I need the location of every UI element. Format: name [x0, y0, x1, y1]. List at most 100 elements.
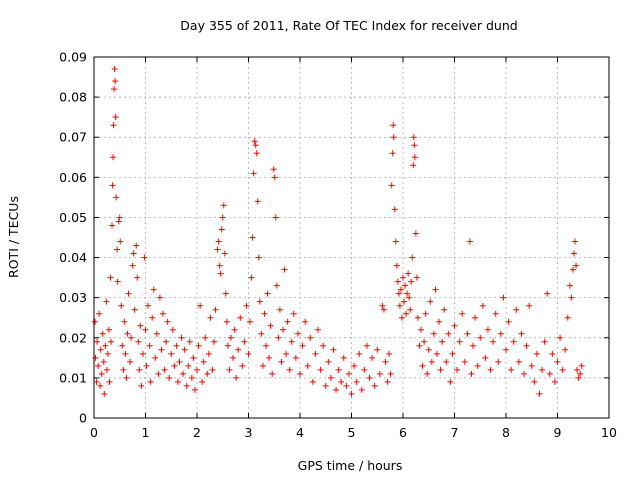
data-point [241, 338, 248, 345]
data-point [578, 362, 585, 369]
y-axis-label: ROTI / TECUs [6, 196, 21, 278]
data-point [574, 366, 581, 373]
data-point [421, 338, 428, 345]
data-point [168, 350, 175, 357]
x-tick-label: 1 [142, 425, 150, 440]
data-point [107, 274, 114, 281]
data-point [575, 374, 582, 381]
data-point [146, 342, 153, 349]
data-point [113, 194, 120, 201]
data-point [122, 350, 129, 357]
y-tick-label: 0.07 [59, 130, 87, 145]
data-point [343, 382, 350, 389]
data-point [252, 142, 259, 149]
data-point [554, 358, 561, 365]
data-point [335, 366, 342, 373]
data-point [407, 306, 414, 313]
data-point [330, 346, 337, 353]
data-point [573, 262, 580, 269]
data-point [325, 358, 332, 365]
data-point [171, 362, 178, 369]
data-point [235, 346, 242, 353]
data-point [99, 330, 106, 337]
data-point [395, 290, 402, 297]
x-axis-label: GPS time / hours [298, 458, 403, 473]
data-point [439, 338, 446, 345]
data-point [180, 370, 187, 377]
data-point [217, 270, 224, 277]
data-point [396, 302, 403, 309]
data-point [104, 350, 111, 357]
y-tick-label: 0.04 [59, 250, 87, 265]
data-point [227, 334, 234, 341]
data-point [304, 362, 311, 369]
data-point [269, 370, 276, 377]
data-point [248, 274, 255, 281]
data-point [114, 246, 121, 253]
data-point [315, 326, 322, 333]
data-point [410, 162, 417, 169]
data-point [237, 314, 244, 321]
data-point [288, 338, 295, 345]
data-point [109, 182, 116, 189]
data-point [107, 338, 114, 345]
data-point [393, 262, 400, 269]
data-point [150, 286, 157, 293]
data-point [398, 314, 405, 321]
data-point [97, 346, 104, 353]
data-point [129, 262, 136, 269]
data-point [559, 366, 566, 373]
data-point [127, 358, 134, 365]
data-point [188, 374, 195, 381]
data-point [125, 290, 132, 297]
data-point [500, 294, 507, 301]
data-point [348, 390, 355, 397]
y-tick-label: 0.06 [59, 170, 87, 185]
data-point [173, 342, 180, 349]
data-point [461, 358, 468, 365]
data-point [243, 302, 250, 309]
data-point [403, 310, 410, 317]
data-point [207, 314, 214, 321]
data-point [205, 350, 212, 357]
data-point [223, 318, 230, 325]
data-point [186, 338, 193, 345]
data-point [290, 310, 297, 317]
data-point [286, 366, 293, 373]
data-point [577, 370, 584, 377]
data-point [454, 366, 461, 373]
data-point [110, 154, 117, 161]
y-tick-label: 0.02 [59, 330, 87, 345]
data-point [183, 382, 190, 389]
data-point [267, 322, 274, 329]
data-point [389, 150, 396, 157]
x-tick-label: 6 [399, 425, 407, 440]
data-point [299, 342, 306, 349]
data-point [523, 342, 530, 349]
data-point [441, 306, 448, 313]
data-point [427, 298, 434, 305]
chart-title: Day 355 of 2011, Rate Of TEC Index for r… [180, 18, 517, 33]
data-point [120, 366, 127, 373]
data-point [255, 254, 262, 261]
data-point [155, 370, 162, 377]
data-point [572, 238, 579, 245]
y-tick-label: 0.09 [59, 50, 87, 65]
data-point [250, 170, 257, 177]
data-point [138, 382, 145, 389]
data-point [541, 338, 548, 345]
data-point [178, 334, 185, 341]
data-point [283, 350, 290, 357]
data-point [376, 370, 383, 377]
data-point [425, 346, 432, 353]
data-point [95, 362, 102, 369]
data-point [124, 330, 131, 337]
data-point [379, 302, 386, 309]
data-point [93, 378, 100, 385]
data-point [412, 230, 419, 237]
data-point [382, 358, 389, 365]
data-point [128, 334, 135, 341]
data-point [394, 278, 401, 285]
data-point [472, 314, 479, 321]
data-point [416, 342, 423, 349]
